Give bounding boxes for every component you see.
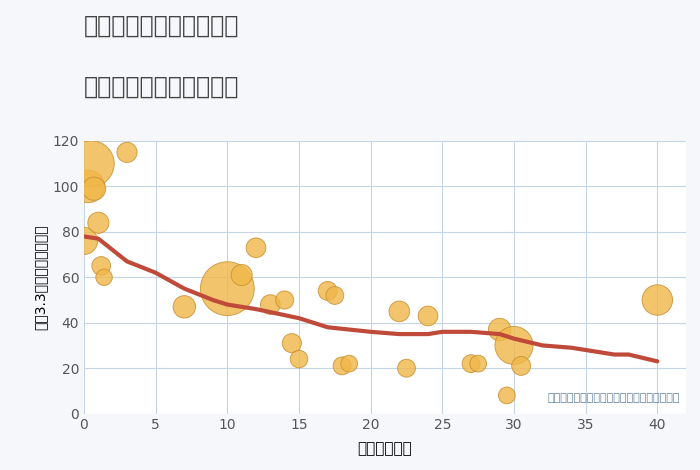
X-axis label: 築年数（年）: 築年数（年） bbox=[358, 441, 412, 456]
Point bbox=[265, 301, 276, 308]
Point bbox=[236, 271, 247, 279]
Y-axis label: 坪（3.3㎡）単価（万円）: 坪（3.3㎡）単価（万円） bbox=[33, 225, 47, 330]
Point bbox=[293, 355, 304, 363]
Point bbox=[178, 303, 190, 311]
Point bbox=[96, 262, 107, 270]
Point bbox=[401, 364, 412, 372]
Point bbox=[501, 392, 512, 399]
Point bbox=[494, 326, 505, 333]
Text: 円の大きさは、取引のあった物件面積を示す: 円の大きさは、取引のあった物件面積を示す bbox=[547, 393, 680, 403]
Point bbox=[652, 296, 663, 304]
Point bbox=[393, 307, 405, 315]
Point bbox=[466, 360, 477, 368]
Point bbox=[99, 274, 110, 281]
Point bbox=[88, 185, 99, 193]
Point bbox=[508, 342, 519, 349]
Point bbox=[83, 183, 94, 190]
Point bbox=[322, 287, 333, 295]
Point bbox=[337, 362, 348, 369]
Point bbox=[516, 362, 527, 369]
Point bbox=[251, 244, 262, 251]
Point bbox=[329, 292, 340, 299]
Point bbox=[344, 360, 355, 368]
Point bbox=[279, 296, 290, 304]
Point bbox=[85, 160, 97, 167]
Text: 三重県四日市市川北町の: 三重県四日市市川北町の bbox=[84, 14, 239, 38]
Point bbox=[422, 312, 433, 320]
Point bbox=[286, 339, 297, 347]
Point bbox=[92, 219, 104, 227]
Point bbox=[121, 149, 132, 156]
Text: 築年数別中古戸建て価格: 築年数別中古戸建て価格 bbox=[84, 75, 239, 99]
Point bbox=[222, 285, 233, 292]
Point bbox=[473, 360, 484, 368]
Point bbox=[78, 237, 90, 245]
